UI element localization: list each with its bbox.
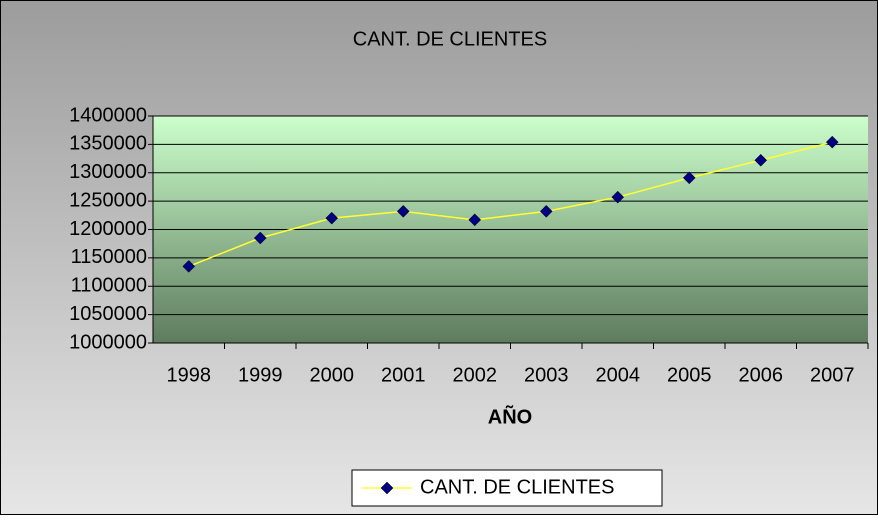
- x-tick-label: 2001: [381, 364, 426, 386]
- legend-label: CANT. DE CLIENTES: [420, 476, 614, 498]
- y-tick-label: 1000000: [69, 331, 147, 353]
- data-point: [539, 204, 553, 218]
- data-point: [182, 260, 196, 273]
- y-tick-label: 1200000: [69, 218, 147, 240]
- y-tick-label: 1250000: [69, 189, 147, 211]
- x-tick-label: 2004: [596, 364, 641, 386]
- x-tick-label: 1998: [167, 364, 212, 386]
- data-point: [396, 204, 410, 218]
- y-tick-label: 1400000: [69, 104, 147, 126]
- x-tick-label: 2000: [310, 364, 355, 386]
- data-point: [611, 190, 625, 204]
- x-axis-label: AÑO: [488, 405, 532, 428]
- y-tick-label: 1300000: [69, 161, 147, 183]
- x-tick-label: 2002: [453, 364, 498, 386]
- x-tick-label: 2003: [524, 364, 569, 386]
- y-tick-label: 1150000: [71, 246, 147, 268]
- data-point: [682, 171, 696, 185]
- y-tick-label: 1100000: [71, 275, 147, 297]
- legend-marker: [380, 481, 394, 495]
- x-tick-label: 2005: [667, 364, 712, 386]
- chart-title: CANT. DE CLIENTES: [353, 28, 547, 50]
- series-line: [188, 141, 833, 268]
- data-point: [754, 153, 768, 167]
- y-tick-label: 1350000: [69, 133, 147, 155]
- data-point: [325, 211, 339, 225]
- x-tick-label: 2007: [810, 364, 855, 386]
- data-point: [825, 135, 839, 149]
- x-tick-label: 1999: [238, 364, 283, 386]
- data-point: [468, 213, 482, 227]
- data-point: [253, 231, 267, 245]
- x-tick-label: 2006: [739, 364, 784, 386]
- y-tick-label: 1050000: [69, 303, 147, 325]
